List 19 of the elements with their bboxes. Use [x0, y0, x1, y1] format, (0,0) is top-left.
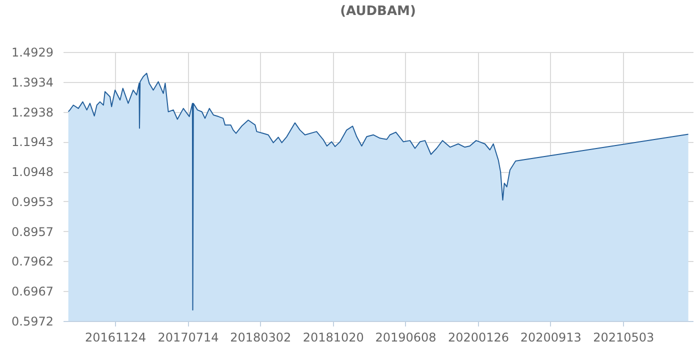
y-tick-label: 1.0948: [12, 165, 54, 180]
x-tick-label: 20181020: [302, 330, 364, 344]
x-tick-label: 20200126: [448, 330, 510, 344]
x-tick-label: 20170714: [158, 330, 219, 344]
y-tick-label: 0.5972: [12, 314, 54, 328]
chart-title: (AUDBAM): [340, 4, 416, 19]
x-tick-label: 20180302: [230, 330, 292, 344]
y-tick-label: 1.4929: [12, 46, 54, 60]
x-tick-label: 20161124: [84, 330, 146, 344]
y-tick-label: 1.3934: [12, 75, 54, 90]
y-tick-label: 0.8957: [12, 224, 54, 239]
x-tick-label: 20200913: [520, 330, 582, 344]
x-tick-label: 20190608: [375, 330, 436, 344]
y-tick-label: 1.1943: [12, 135, 54, 150]
x-tick-label: 20210503: [593, 330, 654, 344]
y-tick-label: 0.7962: [12, 254, 54, 269]
y-tick-label: 1.2938: [12, 105, 54, 120]
y-tick-label: 0.6967: [12, 284, 54, 299]
y-tick-label: 0.9953: [12, 194, 54, 209]
